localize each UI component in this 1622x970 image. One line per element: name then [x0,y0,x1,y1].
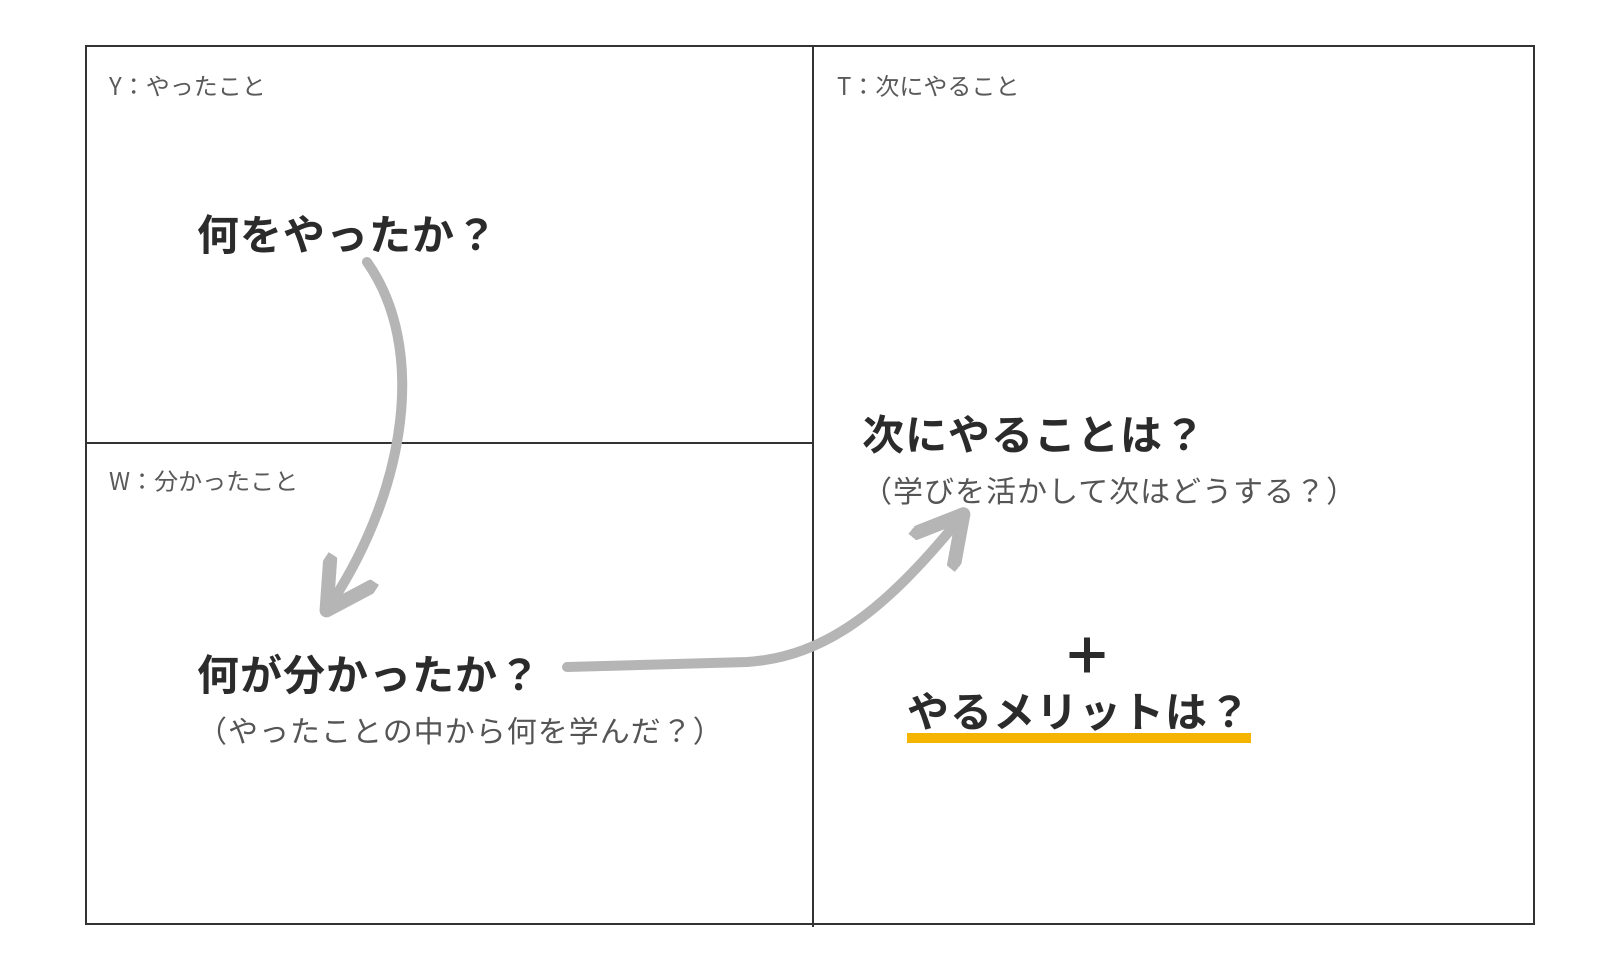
question-w-block: 何が分かったか？ （やったことの中から何を学んだ？） [197,642,724,751]
question-y: 何をやったか？ [197,202,498,263]
subtext-w: （やったことの中から何を学んだ？） [197,707,724,751]
vertical-divider [812,47,814,927]
horizontal-divider [87,442,812,444]
arrow-y-to-w [332,262,402,602]
label-t: T：次にやること [837,67,1019,102]
question-y-block: 何をやったか？ [197,202,498,263]
subtext-t: （学びを活かして次はどうする？） [862,467,1357,511]
question-t: 次にやることは？ [862,402,1357,463]
question-w: 何が分かったか？ [197,642,724,703]
merit-block: やるメリットは？ [907,687,1251,743]
merit-text: やるメリットは？ [907,687,1251,743]
label-w: W：分かったこと [109,462,298,497]
question-t-block: 次にやることは？ （学びを活かして次はどうする？） [862,402,1357,511]
label-y: Y：やったこと [109,67,266,102]
ywt-grid: Y：やったこと W：分かったこと T：次にやること 何をやったか？ 何が分かった… [85,45,1535,925]
